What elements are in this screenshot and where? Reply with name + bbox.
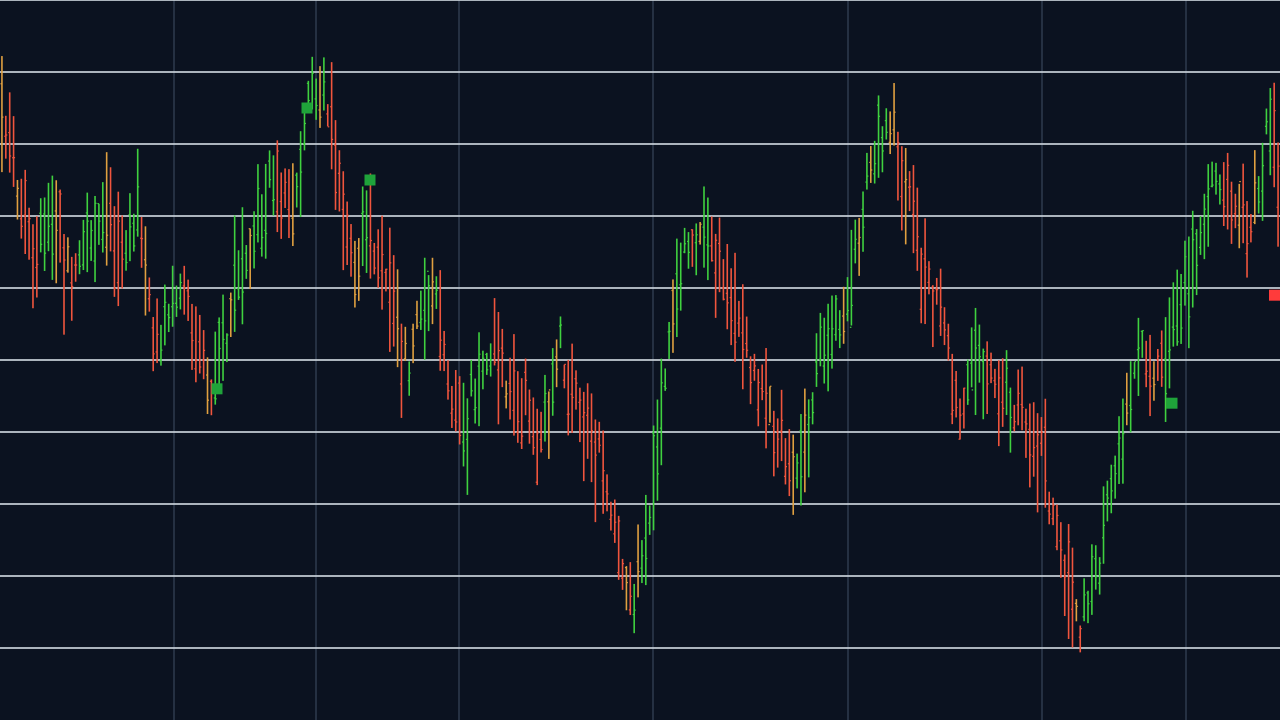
price-bars [0,56,1280,653]
buy-signal-marker [301,102,313,114]
buy-signal-marker [364,174,376,186]
horizontal-gridlines [0,0,1280,649]
buy-signal-marker [1166,397,1178,409]
sell-signal-marker [1269,289,1280,301]
signal-markers [211,102,1280,409]
buy-signal-marker [211,383,223,395]
